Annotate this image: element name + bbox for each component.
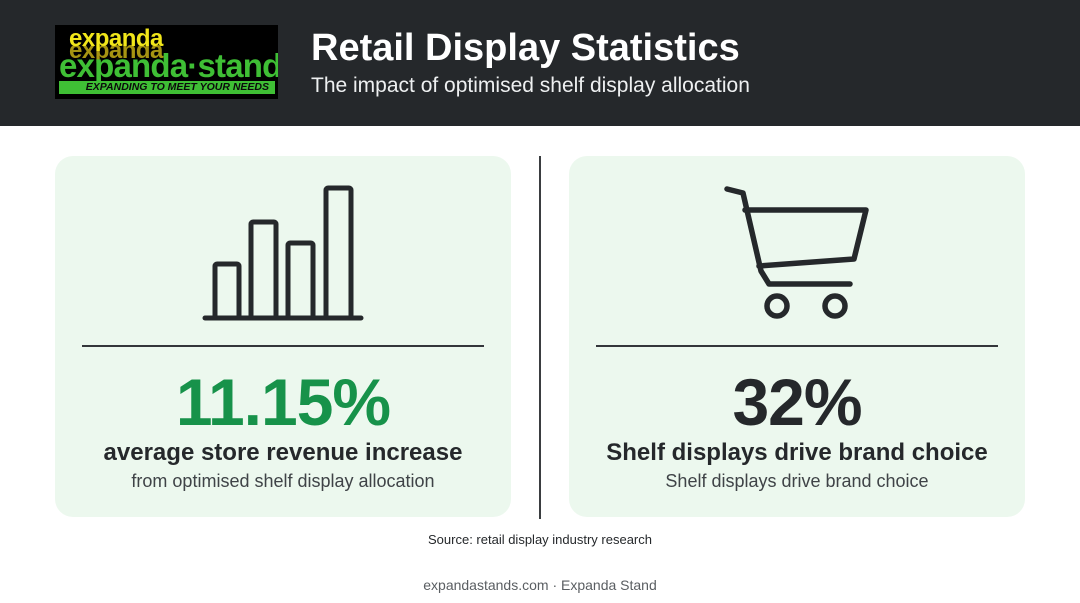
expanda-stand-logo[interactable]: expanda expanda expanda·stand EXPANDING … (55, 25, 278, 99)
header-bar: expanda expanda expanda·stand EXPANDING … (0, 0, 1080, 126)
footer-credit: expandastands.com · Expanda Stand (423, 577, 657, 593)
source-note: Source: retail display industry research (428, 532, 652, 547)
vertical-divider (539, 156, 541, 519)
logo-wordmark-shadow: expanda (69, 37, 163, 64)
page-title: Retail Display Statistics (311, 27, 740, 69)
card-divider (82, 345, 484, 347)
card-divider (596, 345, 998, 347)
shopping-cart-icon (724, 186, 869, 319)
stat-label: Shelf displays drive brand choice (606, 439, 988, 466)
stat-value: 11.15% (175, 365, 391, 439)
stat-card-revenue: 11.15% average store revenue increase fr… (55, 156, 511, 517)
stat-description: from optimised shelf display allocation (131, 471, 435, 491)
logo-wordmark-main: expanda·stand (59, 47, 278, 84)
stat-description: Shelf displays drive brand choice (665, 471, 929, 491)
stat-label: average store revenue increase (103, 439, 463, 466)
logo-wordmark-top: expanda (69, 25, 163, 52)
page-subtitle: The impact of optimised shelf display al… (311, 74, 750, 97)
bar-chart-icon (202, 185, 364, 321)
logo-tagline: EXPANDING TO MEET YOUR NEEDS (59, 81, 275, 94)
stat-card-brand-choice: 32% Shelf displays drive brand choice Sh… (569, 156, 1025, 517)
stat-value: 32% (732, 365, 862, 439)
